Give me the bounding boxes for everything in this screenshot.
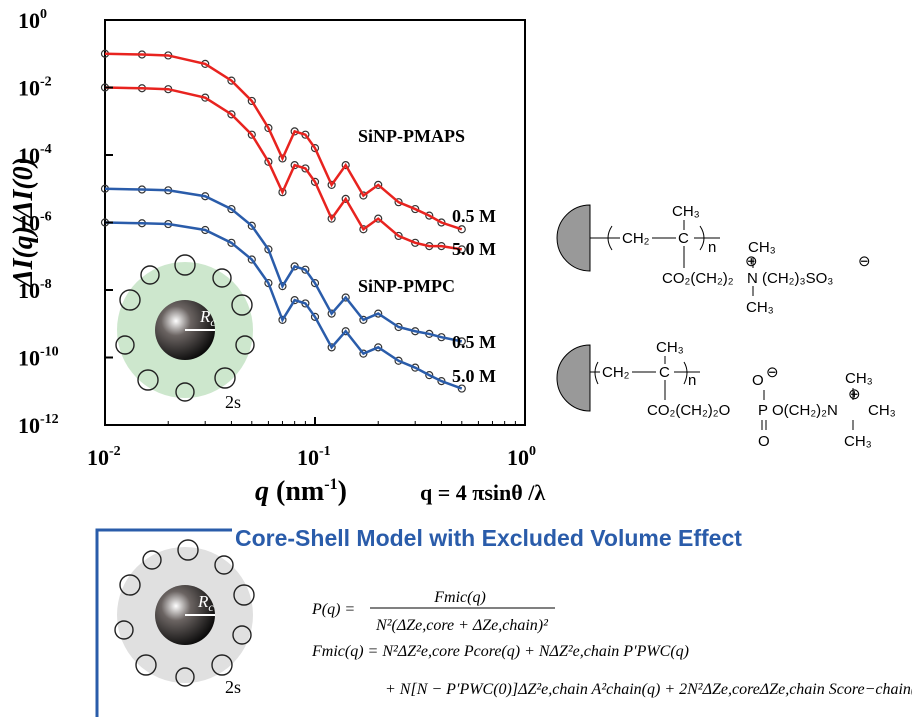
tick-label: 10-2 [18, 75, 52, 101]
tick-label: 10-2 [87, 444, 121, 470]
tick-base: 10 [87, 445, 109, 470]
chem-label: CH₃ [868, 402, 896, 419]
equation: Fmic(q) = N²ΔZ²e,core Pcore(q) + NΔZ²e,c… [311, 643, 689, 660]
chem-label: CH₃ [746, 299, 774, 316]
chem-label: C [678, 230, 689, 247]
series-label: 5.0 M [452, 239, 496, 259]
chem-label: ⊖ [766, 364, 779, 381]
chem-label: ⊕ [848, 386, 861, 403]
tick-label: 100 [507, 444, 536, 470]
tick-exponent: -6 [40, 210, 52, 225]
chem-label: (CH₂)₃SO₃ [762, 270, 833, 287]
chem-label: O [758, 433, 770, 450]
x-axis-label: q (nm-1) [255, 476, 347, 507]
chem-label: CO₂(CH₂)₂ [662, 270, 734, 287]
equation: + N[N − P′PWC(0)]ΔZ²e,chain A²chain(q) +… [385, 681, 912, 698]
tick-exponent: -2 [40, 75, 52, 90]
fit-line [105, 88, 462, 250]
annotation: SiNP-PMAPS [358, 126, 465, 146]
chem-label: CH₃ [672, 203, 700, 220]
y-axis-label: ΔI(q)/ΔI(0) [8, 157, 39, 288]
particle [557, 345, 590, 411]
formula: q = 4 πsinθ /λ [420, 480, 545, 505]
series-label: 0.5 M [452, 332, 496, 352]
equation: Fmic(q) [433, 589, 486, 606]
tick-exponent: -4 [40, 142, 52, 157]
chem-label: O(CH₂)₂N [772, 402, 838, 419]
x-axis-label-part: ) [338, 476, 347, 507]
chem-label: ⊕ [745, 253, 758, 270]
equation: N²(ΔZe,core + ΔZe,chain)² [375, 617, 549, 634]
series [102, 84, 466, 253]
core-label-text: R [199, 307, 211, 326]
chem-label: CO₂(CH₂)₂O [647, 402, 730, 419]
chem-label: O [752, 372, 764, 389]
tick-base: 10 [507, 445, 529, 470]
model-title: Core-Shell Model with Excluded Volume Ef… [235, 525, 742, 551]
tick-label: 10-10 [18, 345, 59, 371]
x-axis-label-part: (nm [269, 476, 324, 507]
chem-label: P [758, 402, 768, 419]
tick-base: 10 [18, 346, 40, 371]
tick-label: 10-1 [297, 444, 331, 470]
chem-label: CH₃ [845, 370, 873, 387]
tick-label: 100 [18, 7, 47, 33]
chem-label: n [688, 372, 696, 389]
equation: P(q) = [311, 601, 355, 618]
chem-label: CH₂ [622, 230, 650, 247]
tick-base: 10 [18, 8, 40, 33]
model-inset: Rc 2s [115, 540, 254, 697]
inset: Rc 2s [116, 255, 254, 412]
chem-label: CH₃ [844, 433, 872, 450]
tick-exponent: 0 [40, 7, 47, 22]
x-axis-label-part: q [255, 476, 269, 507]
figure: Rc 2s Core-Shell Model with Excluded Vol… [0, 0, 912, 717]
chem-label: CH₂ [602, 364, 630, 381]
shell-label: 2s [225, 677, 241, 697]
chem-label: C [659, 364, 670, 381]
particle [557, 205, 590, 271]
tick-exponent: -1 [319, 444, 331, 459]
series-label: 0.5 M [452, 206, 496, 226]
chem-label: N [747, 270, 758, 287]
tick-base: 10 [18, 76, 40, 101]
series-label: 5.0 M [452, 366, 496, 386]
core-label-sub: c [208, 600, 214, 614]
core-label-text: R [197, 592, 209, 611]
tick-exponent: -8 [40, 277, 52, 292]
tick-exponent: 0 [529, 444, 536, 459]
core-label-sub: c [210, 315, 216, 329]
chem-label: n [708, 239, 716, 256]
shell-label: 2s [225, 392, 241, 412]
chem-label: CH₃ [656, 339, 684, 356]
tick-exponent: -12 [40, 412, 59, 427]
x-axis-label-part: -1 [324, 476, 337, 493]
tick-exponent: -10 [40, 345, 59, 360]
tick-label: 10-12 [18, 412, 59, 438]
tick-exponent: -2 [109, 444, 121, 459]
tick-base: 10 [18, 413, 40, 438]
chem-label: ⊖ [858, 253, 871, 270]
tick-base: 10 [297, 445, 319, 470]
annotation: SiNP-PMPC [358, 276, 455, 296]
